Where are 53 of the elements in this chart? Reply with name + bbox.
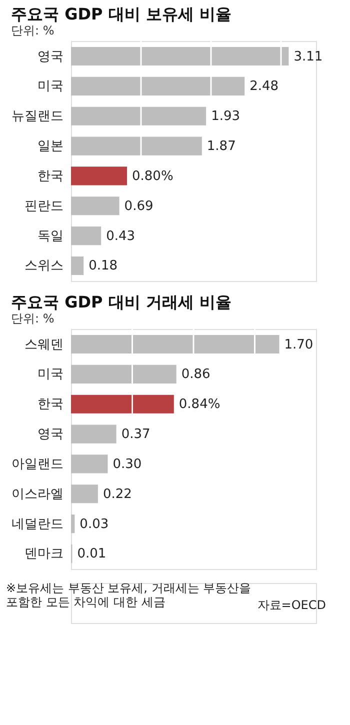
bar — [71, 76, 245, 96]
data-label: 0.43 — [106, 228, 136, 244]
data-label: 0.80% — [132, 168, 174, 184]
y-tick-label: 한국 — [38, 397, 64, 412]
bar — [71, 46, 289, 66]
chart-title: 주요국 GDP 대비 거래세 비율 — [11, 292, 232, 312]
y-tick-label: 한국 — [38, 168, 64, 184]
bar — [71, 484, 98, 504]
y-tick-label: 미국 — [38, 367, 64, 382]
data-label: 0.18 — [88, 258, 118, 274]
bar — [71, 394, 174, 414]
y-tick-label: 뉴질랜드 — [12, 109, 64, 124]
y-tick-label: 스위스 — [24, 258, 64, 274]
y-tick-label: 이스라엘 — [12, 486, 64, 502]
bar — [71, 454, 108, 474]
data-label: 2.48 — [250, 79, 279, 94]
data-label: 0.30 — [112, 456, 142, 472]
text: ※보유세는 부동산 보유세, 거래세는 부동산을 포함한 모든 차익에 대한 세금 — [6, 581, 252, 609]
bar — [71, 166, 127, 186]
data-label: 1.70 — [284, 337, 314, 352]
y-tick-label: 네덜란드 — [12, 516, 64, 532]
y-tick-label: 핀란드 — [24, 198, 64, 214]
y-tick-label: 아일랜드 — [12, 456, 64, 472]
data-label: 0.86 — [181, 367, 210, 382]
y-tick-label: 덴마크 — [24, 546, 64, 562]
bar — [71, 256, 84, 276]
chart-subtitle: 단위: % — [11, 23, 54, 38]
y-tick-label: 영국 — [38, 427, 64, 442]
data-label: 0.69 — [124, 198, 154, 214]
y-tick-label: 독일 — [38, 228, 64, 244]
y-tick-label: 스웨덴 — [24, 337, 64, 352]
y-tick-label: 미국 — [38, 79, 64, 94]
y-tick-label: 일본 — [38, 139, 64, 154]
chart-subtitle: 단위: % — [11, 311, 54, 326]
bar — [71, 136, 202, 156]
data-label: 3.11 — [294, 49, 323, 64]
chart-title: 주요국 GDP 대비 보유세 비율 — [11, 4, 232, 24]
bar — [71, 514, 75, 534]
bar — [71, 106, 206, 126]
y-tick-label: 영국 — [38, 49, 64, 64]
bar — [71, 364, 176, 384]
data-label: 0.37 — [121, 427, 150, 442]
data-label: 0.84% — [178, 397, 220, 412]
data-label: 1.87 — [206, 139, 236, 154]
data-label: 1.93 — [211, 109, 240, 124]
bar — [71, 226, 102, 246]
text: 자료=OECD — [257, 598, 326, 612]
data-label: 0.01 — [77, 546, 106, 562]
data-label: 0.03 — [80, 516, 109, 532]
bar — [71, 334, 280, 354]
data-label: 0.22 — [102, 486, 132, 502]
bar — [71, 424, 116, 444]
bar — [71, 196, 120, 216]
